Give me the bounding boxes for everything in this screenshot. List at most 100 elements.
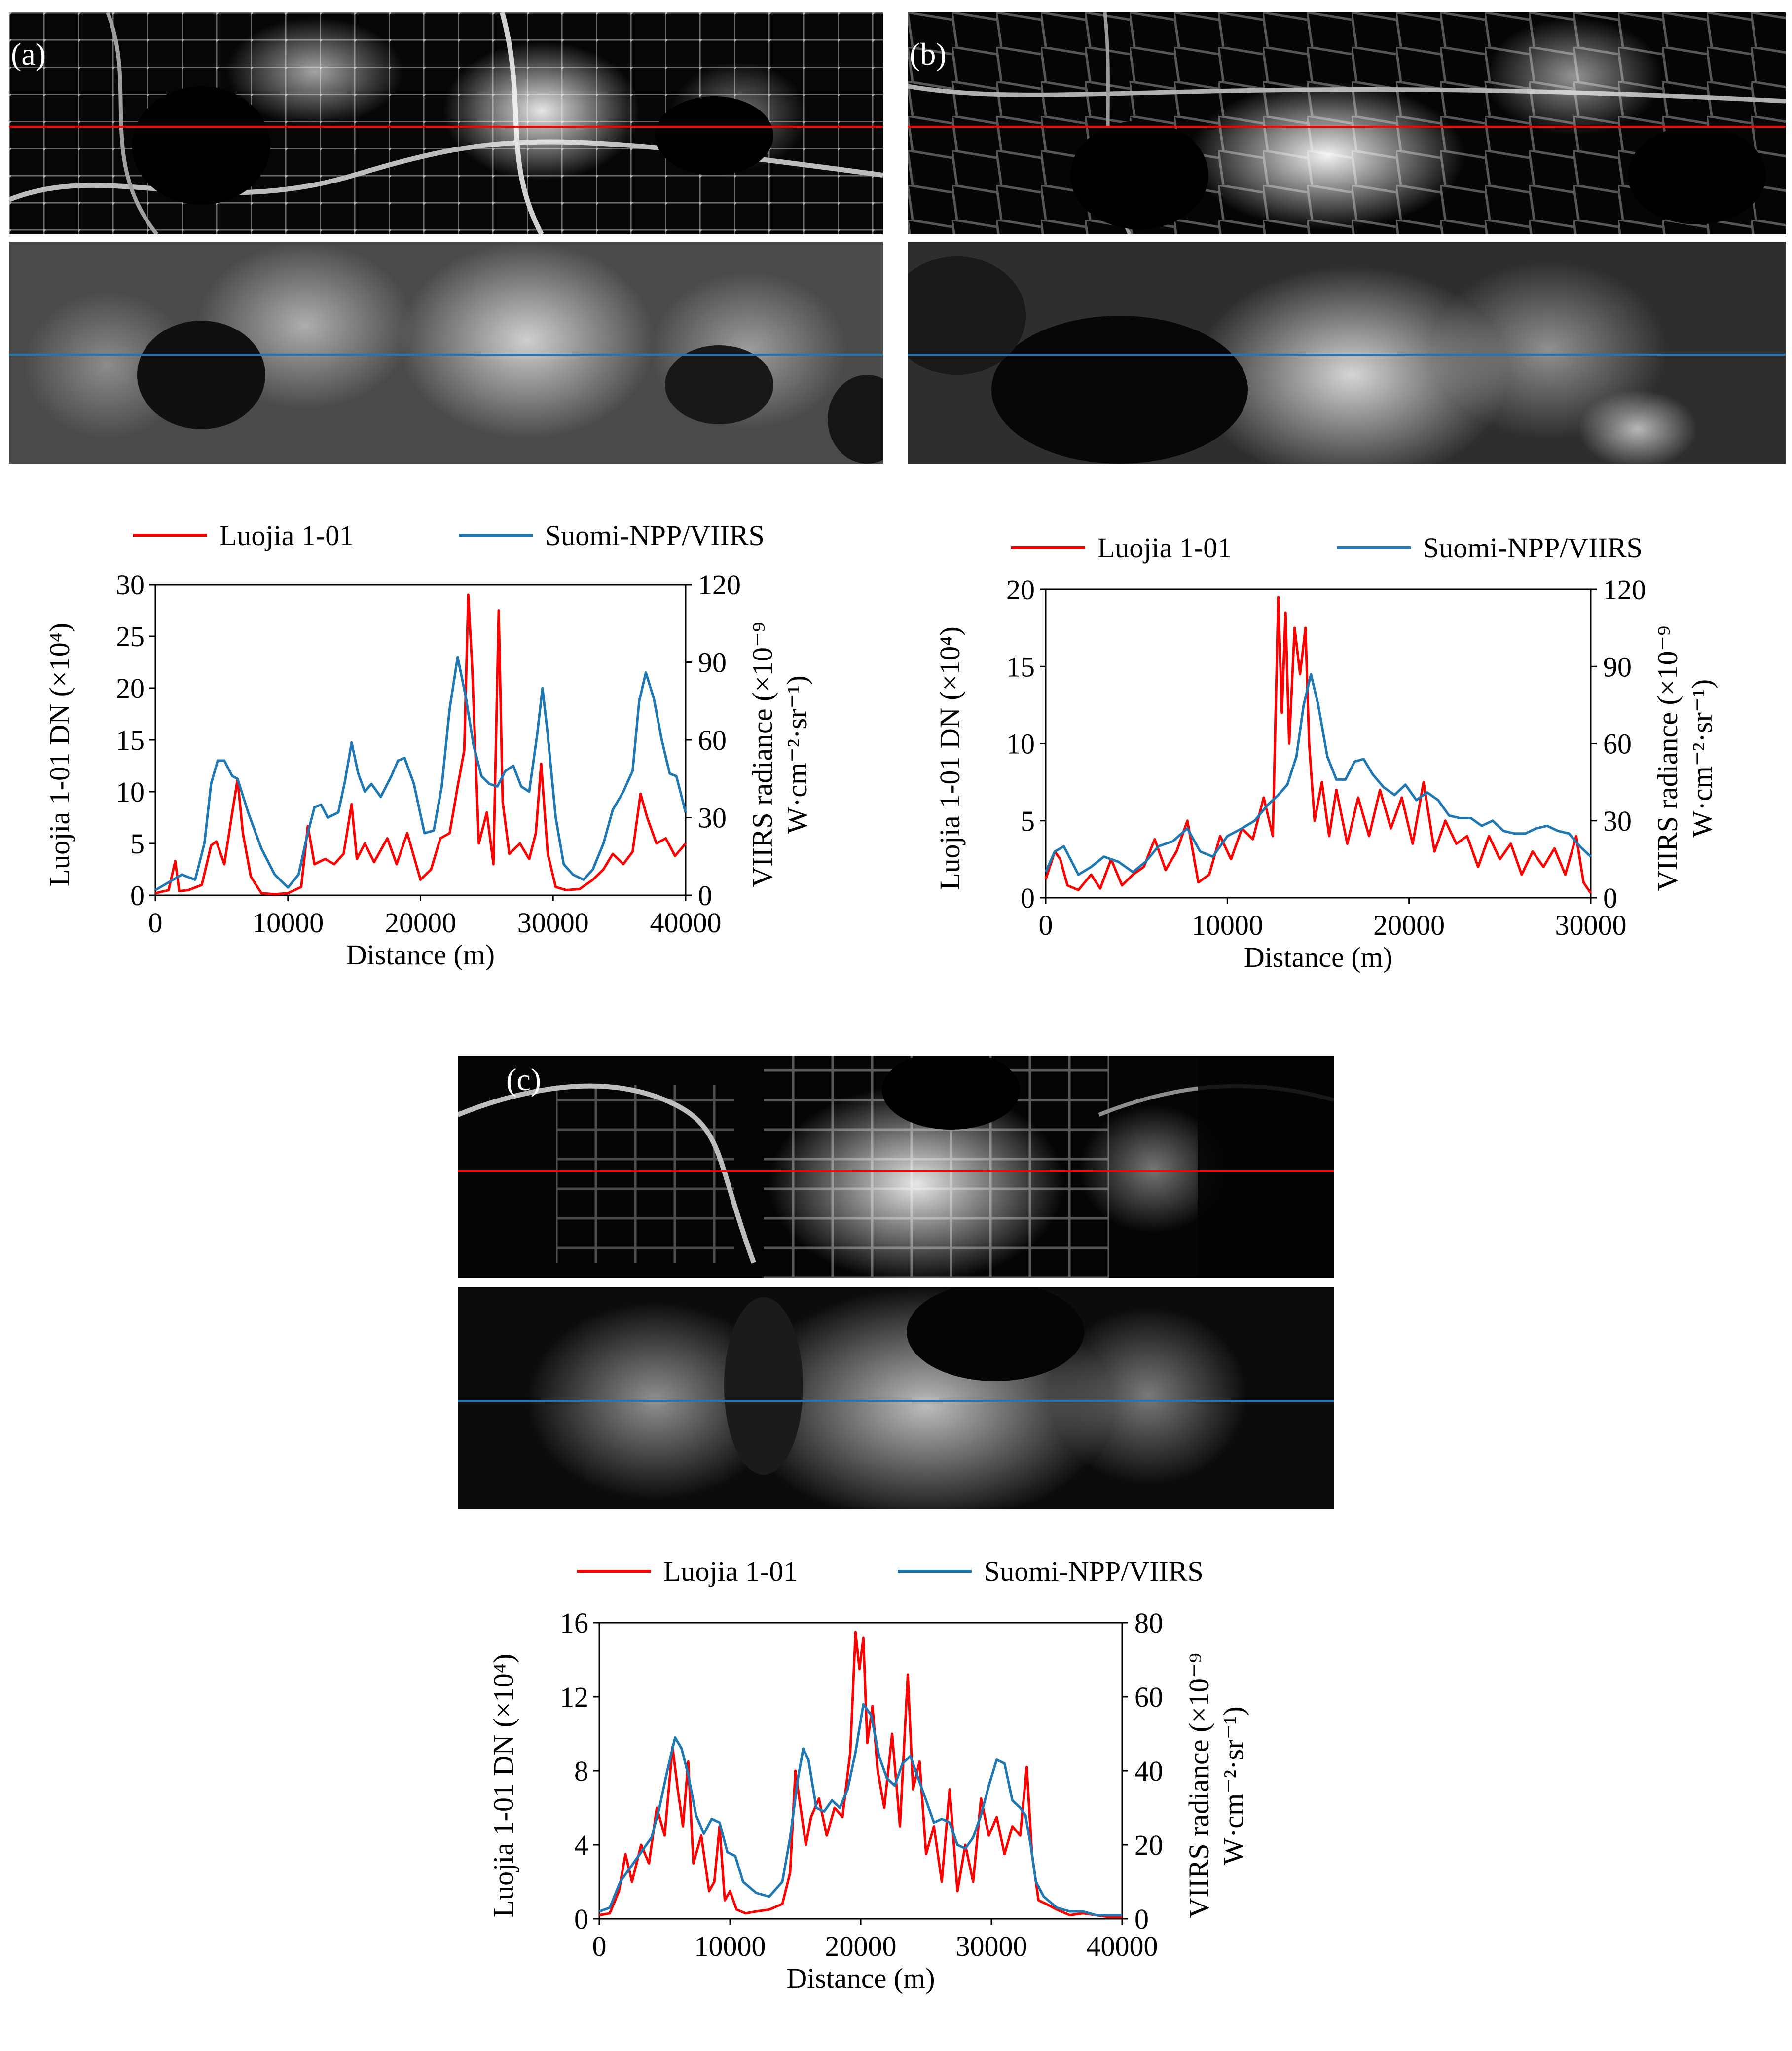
legend-label-luojia: Luojia 1-01	[663, 1555, 798, 1587]
x-tick-label: 10000	[1192, 909, 1263, 941]
y-left-tick-label: 15	[1006, 651, 1035, 683]
x-tick-label: 0	[592, 1930, 607, 1962]
viirs-image-a	[9, 242, 883, 464]
luojia-profile-line-b	[908, 126, 1786, 128]
y-right-axis-label-line1: VIIRS radiance (×10⁻⁹	[746, 622, 778, 887]
y-right-tick-label: 120	[1603, 574, 1646, 606]
luojia-image-a-svg	[9, 12, 883, 234]
x-tick-label: 10000	[695, 1930, 766, 1962]
y-right-tick-label: 60	[698, 724, 727, 756]
y-left-tick-label: 0	[1021, 882, 1035, 914]
legend-label-viirs: Suomi-NPP/VIIRS	[1423, 532, 1643, 564]
y-left-tick-label: 20	[1006, 574, 1035, 606]
panel-label-a: (a)	[11, 37, 46, 72]
y-right-tick-label: 60	[1134, 1681, 1163, 1713]
x-tick-label: 30000	[956, 1930, 1027, 1962]
luojia-image-b-svg	[908, 12, 1786, 234]
x-axis-label: Distance (m)	[346, 939, 495, 971]
luojia-image-a: (a)	[9, 12, 883, 234]
y-left-tick-label: 25	[116, 621, 145, 653]
y-right-tick-label: 90	[1603, 651, 1632, 683]
y-left-axis-label: Luojia 1-01 DN (×10⁴)	[43, 623, 75, 887]
y-right-tick-label: 80	[1134, 1607, 1163, 1639]
viirs-profile-line-c	[458, 1400, 1334, 1402]
profile-chart-a: Luojia 1-01 Suomi-NPP/VIIRS 0 10000 20000 300…	[0, 508, 893, 1014]
x-tick-label: 40000	[650, 907, 722, 939]
series-line-luojia	[599, 1631, 1122, 1918]
luojia-image-c: (c)	[458, 1056, 1334, 1278]
x-tick-label: 0	[1039, 909, 1053, 941]
series-line-luojia	[155, 593, 687, 896]
y-left-tick-label: 0	[130, 879, 145, 912]
y-right-tick-label: 30	[698, 802, 727, 834]
series-line-luojia	[1044, 596, 1592, 894]
y-right-axis-label-line2: W·cm⁻²·sr⁻¹)	[1686, 679, 1718, 838]
y-right-tick-label: 0	[1134, 1903, 1149, 1935]
x-tick-label: 30000	[1555, 909, 1627, 941]
x-tick-label: 10000	[252, 907, 324, 939]
luojia-image-c-svg	[458, 1056, 1334, 1278]
y-left-tick-label: 5	[1021, 805, 1035, 837]
y-left-tick-label: 30	[116, 569, 145, 601]
legend-label-viirs: Suomi-NPP/VIIRS	[984, 1555, 1204, 1587]
x-tick-label: 40000	[1087, 1930, 1158, 1962]
panel-label-b: (b)	[910, 37, 947, 72]
plot-frame	[1045, 588, 1592, 899]
chart-legend: Luojia 1-01 Suomi-NPP/VIIRS	[577, 1555, 1204, 1587]
legend-label-luojia: Luojia 1-01	[219, 519, 354, 551]
series-line-viirs	[1044, 673, 1592, 876]
plot-frame	[154, 584, 687, 896]
y-left-axis-label: Luojia 1-01 DN (×10⁴)	[487, 1654, 519, 1918]
y-left-axis-label: Luojia 1-01 DN (×10⁴)	[934, 626, 966, 890]
y-left-tick-label: 10	[1006, 728, 1035, 760]
series-line-viirs	[599, 1703, 1122, 1916]
y-left-tick-label: 4	[574, 1829, 588, 1861]
y-left-tick-label: 16	[560, 1607, 588, 1639]
y-right-tick-label: 60	[1603, 728, 1632, 760]
viirs-image-c	[458, 1287, 1334, 1509]
y-right-tick-label: 90	[698, 647, 727, 679]
y-right-tick-label: 40	[1134, 1755, 1163, 1787]
panel-label-c: (c)	[506, 1062, 542, 1097]
profile-chart-b: Luojia 1-01 Suomi-NPP/VIIRS 0 10000 20000 300…	[903, 508, 1791, 1014]
viirs-image-a-svg	[9, 242, 883, 464]
y-right-axis-label-line2: W·cm⁻²·sr⁻¹)	[781, 675, 813, 834]
viirs-profile-line-b	[908, 354, 1786, 356]
profile-chart-c: Luojia 1-01 Suomi-NPP/VIIRS 0 10000 20000 300…	[444, 1544, 1332, 2050]
y-left-tick-label: 12	[560, 1681, 588, 1713]
y-right-tick-label: 0	[1603, 882, 1617, 914]
y-left-tick-label: 5	[130, 828, 145, 860]
y-right-tick-label: 30	[1603, 805, 1632, 837]
y-right-axis-label-line1: VIIRS radiance (×10⁻⁹	[1651, 626, 1683, 891]
x-axis-label: Distance (m)	[1244, 941, 1392, 973]
y-left-tick-label: 10	[116, 776, 145, 808]
profile-chart-c-svg: Luojia 1-01 Suomi-NPP/VIIRS 0 10000 20000 300…	[487, 1555, 1249, 1994]
legend-label-viirs: Suomi-NPP/VIIRS	[545, 519, 765, 551]
x-tick-label: 20000	[385, 907, 456, 939]
y-right-axis-label-line2: W·cm⁻²·sr⁻¹)	[1217, 1706, 1249, 1865]
viirs-image-b	[908, 242, 1786, 464]
x-tick-label: 30000	[517, 907, 589, 939]
x-axis-label: Distance (m)	[786, 1962, 935, 1994]
y-right-tick-label: 0	[698, 879, 712, 912]
y-left-tick-label: 8	[574, 1755, 588, 1787]
chart-legend: Luojia 1-01 Suomi-NPP/VIIRS	[1011, 532, 1643, 564]
y-right-axis-label-line1: VIIRS radiance (×10⁻⁹	[1183, 1653, 1215, 1918]
x-tick-label: 20000	[825, 1930, 897, 1962]
luojia-image-b: (b)	[908, 12, 1786, 234]
x-tick-label: 20000	[1373, 909, 1445, 941]
viirs-image-b-svg	[908, 242, 1786, 464]
x-tick-label: 0	[148, 907, 163, 939]
viirs-profile-line-a	[9, 354, 883, 356]
y-left-tick-label: 15	[116, 724, 145, 756]
y-left-tick-label: 20	[116, 672, 145, 704]
y-right-tick-label: 120	[698, 569, 741, 601]
legend-label-luojia: Luojia 1-01	[1097, 532, 1232, 564]
series-line-viirs	[154, 656, 687, 891]
viirs-image-c-svg	[458, 1287, 1334, 1509]
luojia-profile-line-c	[458, 1170, 1334, 1172]
chart-legend: Luojia 1-01 Suomi-NPP/VIIRS	[133, 519, 765, 551]
y-left-tick-label: 0	[574, 1903, 588, 1935]
